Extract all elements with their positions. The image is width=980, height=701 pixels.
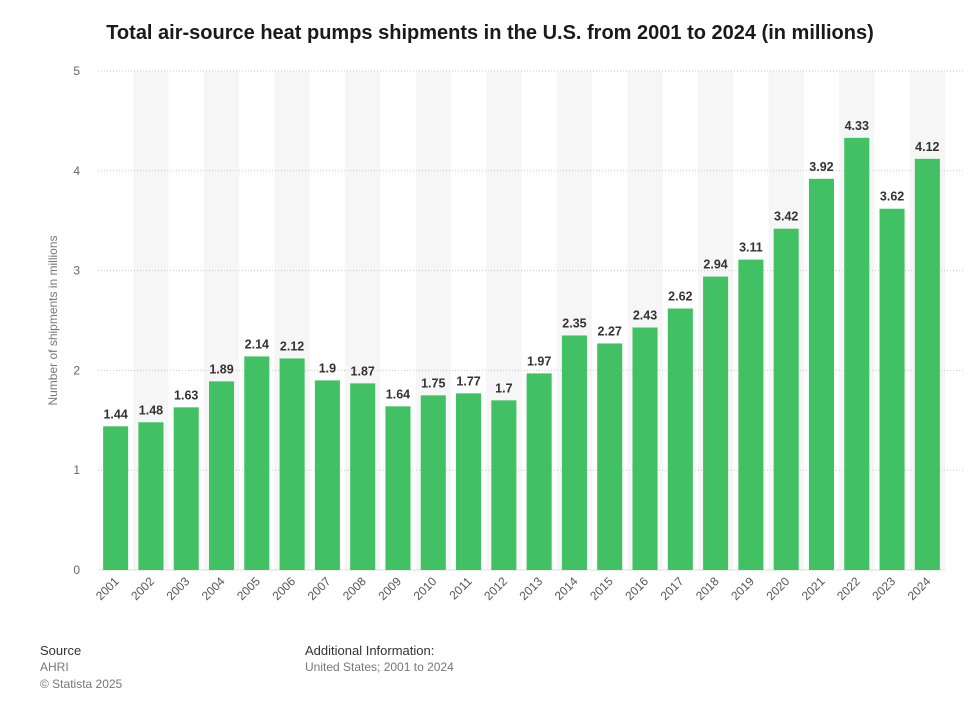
data-label: 2.43	[633, 308, 657, 322]
data-label: 1.75	[421, 376, 445, 390]
bar	[808, 178, 835, 570]
y-tick-label: 3	[73, 264, 80, 278]
source-heading: Source	[40, 643, 82, 658]
bar	[597, 343, 623, 570]
bar	[385, 406, 411, 570]
y-tick-label: 5	[73, 64, 80, 78]
x-tick-label: 2005	[234, 574, 263, 603]
bar	[879, 208, 905, 570]
data-label: 1.87	[351, 364, 375, 378]
additional-info-block: Additional Information: United States; 2…	[305, 642, 454, 676]
data-label: 1.44	[103, 407, 127, 421]
data-label: 3.92	[809, 160, 833, 174]
bar	[667, 308, 693, 570]
bar	[456, 393, 482, 570]
data-label: 2.27	[598, 324, 622, 338]
x-tick-label: 2002	[128, 574, 157, 603]
x-tick-label: 2016	[622, 574, 651, 603]
chart-title: Total air-source heat pumps shipments in…	[106, 22, 874, 44]
data-label: 1.9	[319, 361, 336, 375]
bar	[173, 407, 199, 570]
data-label: 3.11	[739, 241, 763, 255]
data-label: 2.62	[668, 290, 692, 304]
bar	[914, 158, 940, 570]
source-name[interactable]: AHRI	[40, 660, 69, 674]
x-tick-label: 2003	[164, 574, 193, 603]
data-label: 1.63	[174, 388, 198, 402]
x-tick-label: 2015	[587, 574, 616, 603]
bar	[279, 358, 305, 570]
y-tick-label: 0	[73, 563, 80, 577]
x-tick-label: 2021	[799, 574, 828, 603]
bar	[138, 422, 164, 570]
data-label: 2.35	[562, 316, 586, 330]
x-tick-label: 2012	[481, 574, 510, 603]
data-label: 1.77	[456, 374, 480, 388]
bar	[491, 400, 517, 570]
bar	[314, 380, 340, 570]
source-block: Source AHRI © Statista 2025	[40, 642, 122, 693]
data-label: 2.94	[703, 258, 727, 272]
x-tick-label: 2007	[305, 574, 334, 603]
x-tick-label: 2009	[375, 574, 404, 603]
x-tick-label: 2004	[199, 574, 228, 603]
x-tick-label: 2022	[834, 574, 863, 603]
x-tick-label: 2008	[340, 574, 369, 603]
bar	[632, 327, 658, 570]
x-tick-label: 2020	[764, 574, 793, 603]
bar	[738, 259, 764, 570]
copyright[interactable]: © Statista 2025	[40, 677, 123, 691]
y-tick-label: 2	[73, 363, 80, 377]
bar	[844, 137, 870, 570]
bar	[561, 335, 587, 570]
y-axis-label: Number of shipments in millions	[46, 235, 60, 405]
bar	[773, 228, 799, 570]
y-tick-label: 4	[73, 164, 80, 178]
data-label: 1.7	[495, 381, 512, 395]
x-tick-label: 2010	[411, 574, 440, 603]
bar	[526, 373, 552, 570]
bar	[350, 383, 376, 570]
data-label: 1.89	[209, 362, 233, 376]
data-label: 1.97	[527, 354, 551, 368]
x-tick-label: 2019	[728, 574, 757, 603]
bar	[208, 381, 235, 570]
bar	[703, 276, 729, 570]
x-tick-label: 2014	[552, 574, 581, 603]
data-label: 1.48	[139, 403, 163, 417]
x-tick-label: 2017	[658, 574, 687, 603]
data-label: 4.12	[915, 140, 939, 154]
additional-info-text: United States; 2001 to 2024	[305, 660, 454, 674]
x-tick-label: 2024	[905, 574, 934, 603]
bar	[244, 356, 270, 570]
x-tick-label: 2001	[93, 574, 122, 603]
x-tick-label: 2011	[447, 574, 475, 602]
bar	[420, 395, 446, 570]
data-label: 3.62	[880, 190, 904, 204]
data-label: 4.33	[845, 119, 869, 133]
additional-info-heading: Additional Information:	[305, 643, 435, 658]
bar	[103, 426, 129, 570]
x-tick-label: 2006	[269, 574, 298, 603]
data-label: 2.12	[280, 339, 304, 353]
data-label: 1.64	[386, 387, 410, 401]
y-tick-label: 1	[73, 463, 80, 477]
data-label: 3.42	[774, 210, 798, 224]
x-tick-label: 2023	[869, 574, 898, 603]
data-label: 2.14	[245, 337, 269, 351]
x-tick-label: 2013	[516, 574, 545, 603]
x-tick-label: 2018	[693, 574, 722, 603]
bar-chart: 0 1 2 3 4 5 Number of shipments in millions 1.4…	[46, 64, 965, 603]
